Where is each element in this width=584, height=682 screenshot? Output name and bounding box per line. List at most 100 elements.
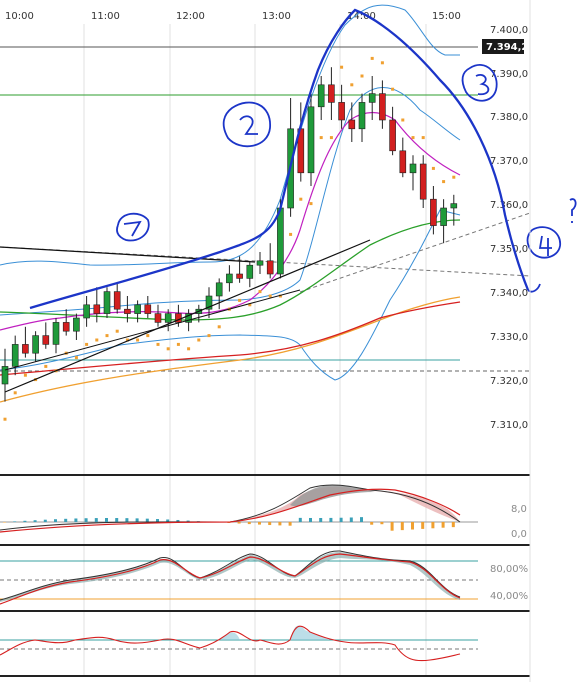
sar-dot xyxy=(411,136,415,140)
macd-tick-8: 8,0 xyxy=(511,504,527,515)
sar-dot xyxy=(95,338,99,342)
candle-body xyxy=(215,282,223,297)
candle-body xyxy=(73,317,80,332)
sar-dot xyxy=(23,373,27,377)
sar-dot xyxy=(13,391,17,395)
upper-trendline xyxy=(0,246,256,263)
macd-bar xyxy=(166,519,170,522)
macd-bar xyxy=(278,522,282,526)
ma-green xyxy=(0,219,461,321)
last-price-badge xyxy=(482,39,524,54)
macd-line xyxy=(0,484,461,531)
macd-bar xyxy=(237,522,241,524)
macd-bar xyxy=(94,518,98,522)
candle-body xyxy=(164,313,172,323)
macd-bar xyxy=(247,522,251,525)
macd-bar xyxy=(349,517,353,522)
candle-body xyxy=(236,273,243,279)
sar-dot xyxy=(197,338,201,342)
sar-dot xyxy=(74,356,78,360)
macd-bar xyxy=(400,522,404,531)
price-tick-7320: 7.320,0 xyxy=(490,376,528,387)
macd-bar xyxy=(145,518,149,522)
price-tick-7330: 7.330,0 xyxy=(490,332,528,343)
price-tick-7400: 7.400,0 xyxy=(490,25,528,36)
candle-body xyxy=(389,119,396,152)
macd-bar xyxy=(319,517,323,522)
macd-bar xyxy=(115,518,119,522)
candle-body xyxy=(266,260,274,275)
sar-dot xyxy=(309,202,313,206)
osc-fill-area xyxy=(220,625,330,640)
candle-body xyxy=(450,203,458,209)
time-tick-1200: 12:00 xyxy=(176,11,205,22)
candle-body xyxy=(134,304,141,314)
candle-body xyxy=(368,93,376,103)
macd-bar xyxy=(298,517,302,522)
sar-dot xyxy=(156,342,160,346)
sar-dot xyxy=(85,342,89,346)
sar-dot xyxy=(258,290,262,294)
annotation-arrow-4 xyxy=(527,283,541,293)
candle-body xyxy=(1,366,9,385)
sar-dot xyxy=(238,298,242,302)
annotation-channel-curve xyxy=(29,8,530,310)
sar-dot xyxy=(452,175,456,179)
candle-body xyxy=(144,304,152,314)
macd-bar xyxy=(309,517,312,522)
time-tick-1100: 11:00 xyxy=(91,11,120,22)
sar-dot xyxy=(207,334,211,338)
macd-bar xyxy=(268,522,272,526)
stoch-d-line xyxy=(0,553,461,605)
annotation-circle-3 xyxy=(461,64,498,102)
sar-dot xyxy=(289,232,293,236)
price-tick-7310: 7.310,0 xyxy=(490,420,528,431)
macd-bar xyxy=(390,522,394,531)
macd-bar xyxy=(23,520,27,522)
sar-dot xyxy=(391,87,395,91)
macd-bar xyxy=(156,519,159,522)
price-tick-7370: 7.370,0 xyxy=(490,156,528,167)
macd-bar xyxy=(3,522,6,523)
candle-body xyxy=(440,207,447,226)
macd-bar xyxy=(84,518,88,522)
candle-body xyxy=(103,291,111,314)
macd-bar xyxy=(135,518,139,522)
time-tick-1000: 10:00 xyxy=(5,11,34,22)
annotation-circle-4 xyxy=(526,198,577,259)
macd-bar xyxy=(64,518,68,522)
macd-bar xyxy=(421,522,425,529)
sar-dot xyxy=(187,347,191,351)
sar-dot xyxy=(146,334,150,338)
candle-body xyxy=(52,322,60,345)
candle-body xyxy=(338,102,345,121)
sar-dot xyxy=(44,364,48,368)
sar-dot xyxy=(421,136,425,140)
candle-body xyxy=(430,198,437,226)
candle-body xyxy=(11,344,19,367)
macd-bar xyxy=(360,517,363,522)
candle-body xyxy=(93,304,101,314)
candle-body xyxy=(22,344,29,354)
macd-bar xyxy=(258,522,261,525)
price-tick-7380: 7.380,0 xyxy=(490,112,528,123)
time-tick-1500: 15:00 xyxy=(432,11,461,22)
candle-body xyxy=(205,295,213,310)
vertical-gridlines xyxy=(83,24,427,675)
sar-dot xyxy=(329,136,333,140)
candle-body xyxy=(317,84,325,108)
ma-red xyxy=(0,301,461,376)
sar-dot xyxy=(217,325,221,329)
sar-dot xyxy=(268,294,272,298)
macd-bar xyxy=(13,521,17,522)
panel-separators xyxy=(0,0,531,682)
lower-trendline xyxy=(4,239,371,393)
sar-dot xyxy=(319,136,323,140)
sar-dot xyxy=(340,65,344,69)
macd-bar xyxy=(54,519,57,522)
sar-dot xyxy=(136,338,140,342)
macd-bar xyxy=(33,520,37,522)
macd-bar xyxy=(451,522,455,528)
price-tick-7360: 7.360,0 xyxy=(490,200,528,211)
